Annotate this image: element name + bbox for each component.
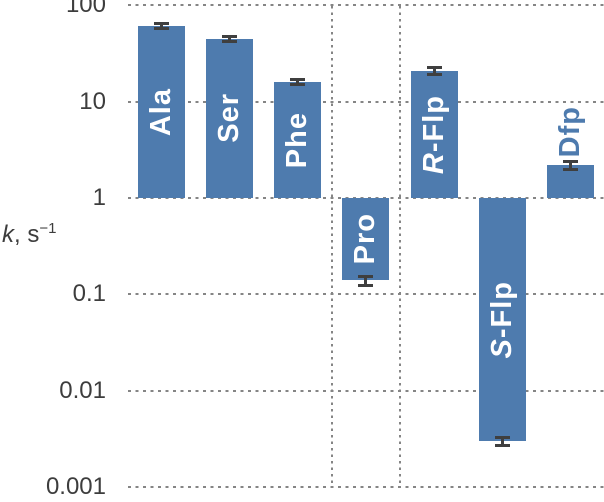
gridline-0.1: [128, 293, 604, 296]
error-stem: [569, 159, 572, 172]
error-bar-phe: [290, 78, 305, 87]
error-stem: [227, 35, 231, 43]
y-axis-unit: , s: [14, 221, 40, 248]
bar-label-s-flp: S-Flp: [485, 280, 518, 359]
group-separator: [330, 6, 333, 488]
y-tick-label: 100: [65, 0, 106, 19]
y-tick-label: 1: [92, 184, 106, 211]
error-cap-bottom: [153, 27, 169, 31]
error-cap-bottom: [358, 283, 374, 287]
bar-label-ala: Ala: [144, 87, 177, 136]
error-bar-ala: [153, 21, 169, 31]
bar-label-phe: Phe: [281, 111, 313, 169]
error-cap-bottom: [290, 83, 305, 87]
error-cap-bottom: [426, 72, 442, 76]
group-separator: [398, 6, 401, 488]
y-axis-label: k, s−1: [2, 221, 56, 249]
bar-label-ser: Ser: [212, 93, 245, 144]
error-stem: [432, 65, 436, 76]
bar-pro: Pro: [342, 198, 390, 281]
bar-label-r-flp: R-Flp: [417, 94, 450, 174]
error-bar-r-flp: [426, 65, 442, 76]
y-tick-label: 0.001: [45, 473, 106, 501]
y-axis-variable: k: [2, 221, 14, 248]
bar-label-pro: Pro: [349, 213, 382, 265]
gridline-100: [128, 4, 604, 7]
error-cap-bottom: [221, 39, 237, 43]
bar-label-italic-part: S: [485, 338, 518, 359]
error-bar-s-flp: [494, 435, 510, 448]
error-stem: [500, 435, 504, 448]
error-stem: [296, 78, 299, 87]
bar-r-flp: R-Flp: [410, 70, 458, 198]
error-bar-dfp: [563, 159, 578, 172]
bar-ala: Ala: [137, 25, 185, 198]
gridline-10: [128, 100, 604, 103]
gridline-0.001: [128, 486, 604, 489]
y-tick-label: 0.01: [59, 376, 106, 404]
bar-label-italic-part: R: [417, 151, 450, 174]
bar-ser: Ser: [205, 38, 253, 198]
y-axis-exponent: −1: [39, 220, 57, 237]
gridline-0.01: [128, 389, 604, 392]
y-tick-label: 0.1: [72, 280, 106, 308]
error-cap-bottom: [563, 168, 578, 172]
error-cap-bottom: [494, 444, 510, 448]
bar-label-dfp: Dfp: [553, 105, 586, 157]
error-stem: [159, 21, 163, 31]
y-tick-label: 10: [79, 87, 106, 115]
bar-phe: Phe: [274, 81, 321, 198]
error-stem: [364, 274, 368, 287]
bar-s-flp: S-Flp: [478, 198, 526, 442]
error-bar-pro: [358, 274, 374, 287]
error-bar-ser: [221, 35, 237, 43]
